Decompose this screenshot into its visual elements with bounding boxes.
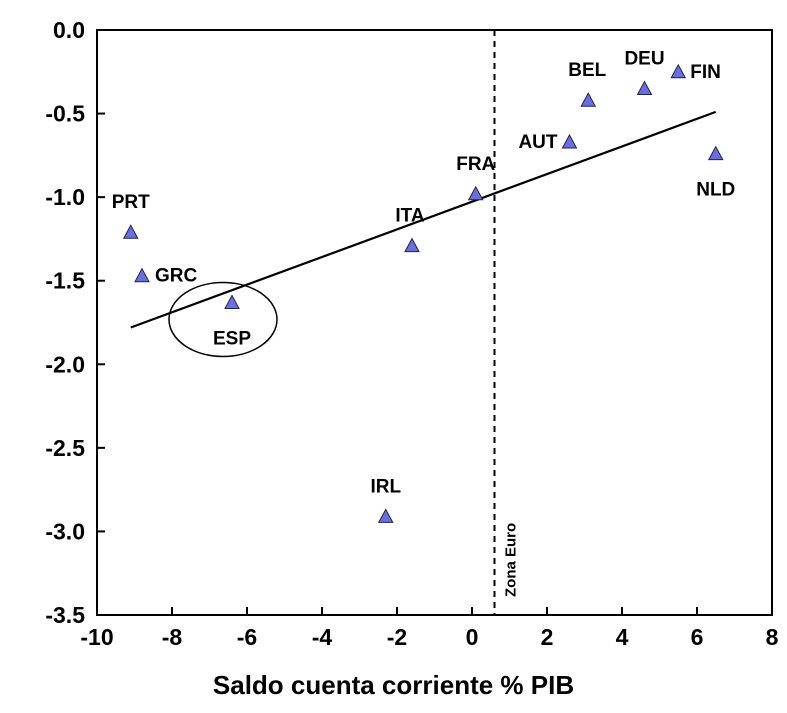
point-deu [636,80,653,95]
point-label-ita: ITA [395,206,424,227]
y-tick-label: -2.0 [45,351,85,377]
x-tick-label: -10 [80,624,113,650]
point-label-bel: BEL [568,60,606,81]
point-label-irl: IRL [370,476,401,497]
x-tick-label: 6 [691,624,704,650]
y-tick-label: -0.5 [45,101,85,127]
point-fra [467,185,484,201]
x-tick-label: -8 [162,624,183,650]
point-nld [707,145,724,161]
point-label-aut: AUT [518,132,557,153]
point-label-fra: FRA [456,154,495,175]
point-fin [670,63,687,79]
highlight-group [168,281,278,358]
point-bel [580,92,597,107]
point-label-esp: ESP [213,328,251,349]
point-label-grc: GRC [155,266,198,287]
point-aut [561,133,578,149]
reference-line-label: Zona Euro [503,523,520,597]
y-tick-label: -2.5 [45,435,85,461]
x-tick-label: -6 [237,624,257,650]
y-tick-label: -3.5 [45,602,85,628]
point-ita [404,237,420,253]
point-prt [122,224,139,239]
point-label-fin: FIN [690,62,721,83]
plot-area-frame [96,29,773,616]
reference-line-group: Zona Euro [493,30,520,615]
x-tick-label: -2 [387,624,407,650]
x-tick-label: 4 [616,624,629,650]
x-tick-label: 8 [766,624,779,650]
point-esp [224,294,240,309]
y-tick-label: 0.0 [53,17,85,43]
highlight-ellipse [168,281,278,358]
x-tick-label: 0 [466,624,479,650]
y-tick-label: -1.0 [45,184,85,210]
axis-ticks: -10 -8 -6 -4 -2 0 2 4 6 8 0.0 -0.5 -1.0 -1.5 -2.0 -2.5 -… [45,17,778,650]
data-points: PRT GRC ESP IRL ITA FRA AUT BEL DEU FIN NLD [112,49,735,523]
point-label-nld: NLD [696,180,735,201]
trend-line [130,110,717,329]
x-tick-label: -4 [312,624,333,650]
x-axis-label: Saldo cuenta corriente % PIB [212,670,575,700]
point-irl [377,508,394,523]
trend-line-group [130,110,717,329]
x-tick-label: 2 [541,624,554,650]
point-label-prt: PRT [112,192,150,213]
point-grc [134,267,150,283]
y-tick-label: -1.5 [45,268,85,294]
point-label-deu: DEU [624,49,664,70]
y-tick-label: -3.0 [45,518,85,544]
